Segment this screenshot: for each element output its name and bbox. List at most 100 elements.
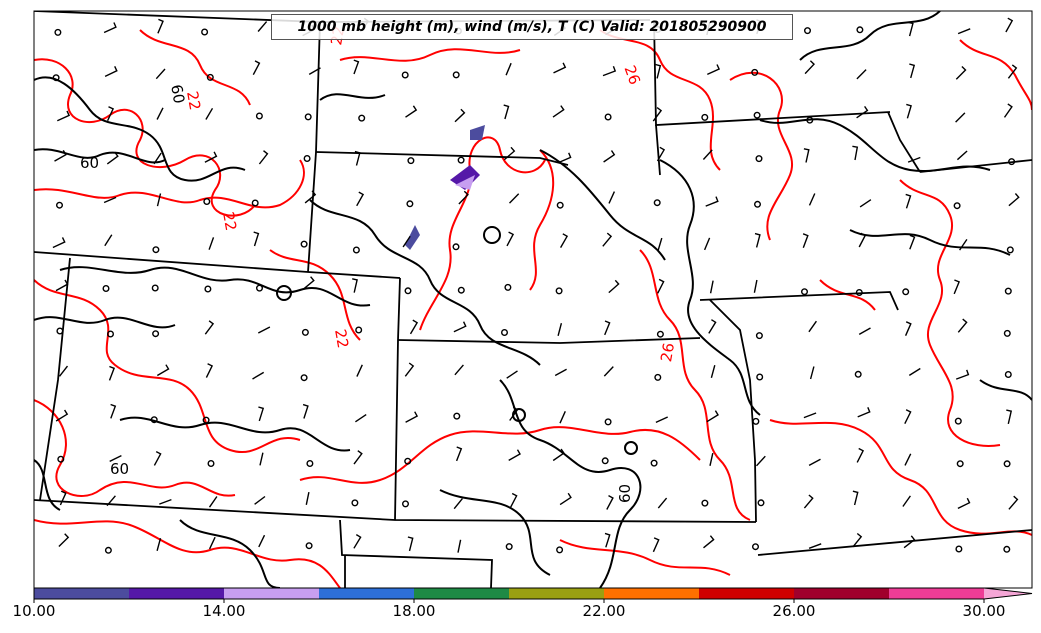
calm-wind-marker [953, 202, 961, 210]
wind-barb [608, 191, 616, 204]
wind-barb [58, 365, 69, 377]
wind-barb [208, 496, 218, 508]
wind-barb [903, 535, 916, 549]
calm-wind-marker [207, 460, 215, 468]
wind-barb [302, 403, 309, 419]
wind-barb [558, 152, 572, 164]
wind-barb [457, 539, 462, 553]
wind-barb [755, 455, 766, 467]
wind-barb [559, 411, 566, 424]
wind-barb [204, 151, 218, 163]
calm-wind-marker [701, 499, 709, 507]
colorbar-segment [224, 588, 319, 599]
calm-wind-marker [752, 543, 760, 551]
wind-barb [509, 492, 518, 508]
wind-barb [109, 454, 122, 463]
calm-wind-marker [1003, 460, 1011, 468]
calm-wind-marker [452, 243, 460, 251]
wind-barb [52, 237, 66, 249]
wind-barb [808, 193, 816, 206]
wind-barb [953, 279, 961, 295]
calm-wind-marker [203, 197, 211, 205]
wind-barb [405, 105, 418, 118]
wind-barb [252, 371, 265, 380]
wind-barb [808, 543, 822, 549]
height-label: 60 [167, 83, 188, 105]
wind-barb [259, 452, 264, 466]
colorbar-tick-label: 30.00 [962, 602, 1006, 620]
wind-barb [552, 448, 565, 462]
wind-barb [402, 235, 411, 248]
calm-wind-marker [650, 459, 658, 467]
wind-barb [852, 145, 859, 161]
wind-barb [902, 495, 911, 507]
wind-barb [153, 450, 162, 466]
colorbar-tick-label: 22.00 [582, 602, 626, 620]
wind-barb [54, 149, 67, 162]
wind-barb [353, 534, 362, 549]
wind-barb [258, 150, 269, 165]
calm-wind-marker [351, 499, 359, 507]
wind-barb [852, 532, 863, 548]
calm-wind-marker [701, 113, 709, 121]
calm-wind-marker [56, 327, 64, 335]
wind-barb [608, 279, 620, 294]
calm-wind-marker [151, 284, 159, 292]
calm-wind-marker [300, 240, 308, 248]
wind-barb [353, 450, 363, 465]
map-layers [34, 11, 1032, 588]
wind-barb [353, 59, 360, 75]
wind-barb [955, 65, 967, 80]
wind-barb [803, 494, 814, 509]
wind-barb [110, 403, 117, 419]
wind-barb [604, 320, 611, 336]
wind-barb [1006, 409, 1013, 425]
calm-wind-marker [152, 330, 160, 338]
wind-barb [153, 152, 162, 165]
temperature-label: 22 [183, 90, 204, 112]
wind-barb [856, 106, 869, 119]
wind-barb [706, 410, 719, 423]
colorbar-segment [319, 588, 414, 599]
calm-wind-marker [654, 373, 662, 381]
wind-barb [104, 66, 118, 78]
calm-wind-marker [855, 289, 863, 297]
wind-barb [602, 232, 613, 247]
wind-barb [858, 232, 867, 248]
calm-wind-marker [206, 73, 214, 81]
wind-barb [1008, 495, 1019, 510]
calm-wind-marker [256, 284, 264, 292]
calm-wind-marker [755, 332, 763, 340]
wind-barb [409, 319, 419, 335]
wind-barb [710, 365, 716, 378]
wind-barb [355, 414, 367, 423]
calm-wind-marker [604, 113, 612, 121]
wind-barb [253, 231, 260, 247]
wind-barb [559, 233, 569, 248]
height-label: 60 [110, 460, 129, 478]
calm-wind-marker [104, 546, 112, 554]
colorbar-segment [34, 588, 129, 599]
calm-wind-marker [453, 412, 461, 420]
wind-barb [106, 495, 116, 507]
wind-barb [955, 112, 966, 123]
wind-barb [655, 63, 662, 79]
wind-barb [58, 533, 70, 548]
calm-wind-marker [355, 326, 363, 334]
calm-wind-marker [804, 27, 812, 35]
wind-barb [907, 21, 914, 37]
wind-barb [103, 196, 117, 204]
wind-barb [506, 370, 518, 379]
wind-barb [257, 21, 268, 32]
wind-barb [604, 532, 611, 548]
wind-barb [1005, 17, 1014, 33]
wind-barb [657, 497, 668, 509]
wind-barb [803, 148, 810, 163]
wind-barb [453, 498, 463, 510]
calm-wind-marker [1004, 287, 1012, 295]
calm-wind-marker [757, 499, 765, 507]
wind-barb [55, 409, 69, 422]
temperature-label: 26 [657, 341, 678, 363]
wind-barb [808, 320, 817, 333]
calm-wind-marker [954, 417, 962, 425]
